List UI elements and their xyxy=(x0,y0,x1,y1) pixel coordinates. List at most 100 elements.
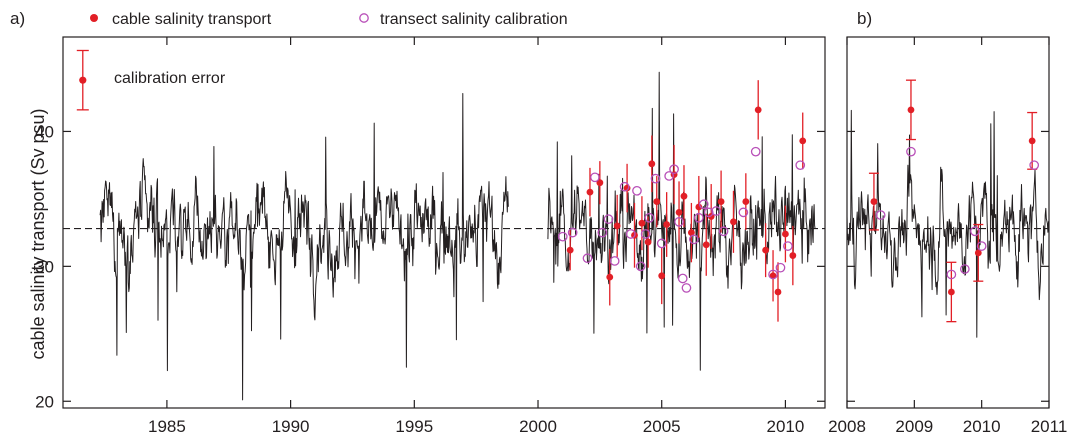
transect-point xyxy=(768,269,778,280)
x-tick-label: 2008 xyxy=(828,417,866,436)
legend-cable-marker xyxy=(90,14,98,22)
transect-point xyxy=(656,238,667,249)
cable-point xyxy=(774,288,782,296)
transect-point xyxy=(775,262,786,273)
transect-point xyxy=(959,264,970,274)
panel-a-frame xyxy=(62,36,826,409)
cable-point xyxy=(974,249,982,257)
transect-point xyxy=(976,241,987,251)
cable-point xyxy=(789,252,797,259)
cable-point xyxy=(648,160,656,168)
cable-point xyxy=(663,221,671,228)
x-tick-label: 2010 xyxy=(963,417,1001,436)
cable-point xyxy=(717,198,725,205)
cable-point xyxy=(566,246,574,254)
transect-point xyxy=(640,229,651,239)
cable-point xyxy=(675,208,683,216)
transect-point xyxy=(698,199,709,210)
transect-point xyxy=(609,256,620,266)
transect-point xyxy=(875,210,886,220)
cable-point xyxy=(613,222,621,230)
transect-point xyxy=(582,253,593,264)
x-tick-label: 1995 xyxy=(395,417,433,436)
cable-point xyxy=(606,273,614,281)
transect-point xyxy=(557,231,568,242)
cable-point xyxy=(596,179,604,187)
transect-point xyxy=(703,207,714,218)
x-tick-label: 1985 xyxy=(148,417,186,436)
panel-b-series-line xyxy=(846,109,1049,338)
transect-point xyxy=(669,164,679,175)
transect-point xyxy=(970,226,980,237)
transect-point xyxy=(650,173,661,184)
panel-label-a: a) xyxy=(10,9,25,28)
transect-point xyxy=(1029,160,1040,171)
transect-point xyxy=(946,269,957,280)
series-line-segment xyxy=(99,93,509,401)
legend-cable-label: cable salinity transport xyxy=(112,11,272,28)
calibration-error-example xyxy=(76,49,89,111)
cable-point xyxy=(586,188,594,196)
cable-point xyxy=(680,192,688,200)
transect-point xyxy=(693,212,704,223)
panel-label-b: b) xyxy=(857,9,872,28)
cable-point xyxy=(799,137,807,145)
transect-point xyxy=(783,241,793,251)
transect-point xyxy=(906,146,916,157)
legend-transect-label: transect salinity calibration xyxy=(380,11,568,28)
cable-point xyxy=(688,229,695,237)
x-tick-label: 1990 xyxy=(272,417,310,436)
transect-point xyxy=(795,160,806,171)
transect-point xyxy=(590,172,600,183)
y-axis-title: cable salinity transport (Sv psu) xyxy=(28,108,48,359)
transect-point xyxy=(632,185,642,196)
cable-point xyxy=(695,203,703,211)
cable-point xyxy=(907,106,915,114)
cable-point xyxy=(769,272,777,280)
x-tick-label: 2009 xyxy=(895,417,933,436)
transect-point xyxy=(619,181,630,192)
panel-a: calibration error 20 30 40 1985 1990 1995 200… xyxy=(35,36,826,436)
x-tick-label: 2000 xyxy=(519,417,557,436)
transect-point xyxy=(738,207,749,218)
calibration-error-label: calibration error xyxy=(114,70,226,87)
y-tick-label: 20 xyxy=(35,392,54,411)
cable-point xyxy=(653,198,661,205)
cable-point xyxy=(1028,137,1036,145)
transect-point xyxy=(674,216,684,227)
x-tick-label: 2011 xyxy=(1031,417,1067,436)
cable-point xyxy=(754,106,762,114)
cable-point xyxy=(730,218,737,226)
transect-point xyxy=(603,214,614,224)
series-line-segment xyxy=(547,71,816,371)
cable-point xyxy=(782,230,789,238)
transect-point xyxy=(677,273,688,284)
cable-point xyxy=(762,246,770,254)
transect-point xyxy=(689,234,699,245)
transect-point xyxy=(597,227,608,238)
cable-point xyxy=(870,198,878,205)
x-tick-label: 2010 xyxy=(767,417,805,436)
cable-point xyxy=(658,272,666,280)
cable-point xyxy=(638,219,646,227)
y-tick-label: 40 xyxy=(35,122,54,141)
calibration-error-point xyxy=(79,76,87,84)
x-tick-label: 2005 xyxy=(643,417,681,436)
series-line-segment xyxy=(846,109,1049,338)
transect-point xyxy=(644,212,655,223)
transect-point xyxy=(750,146,761,157)
cable-point xyxy=(702,241,710,249)
panel-a-series-line xyxy=(99,71,816,401)
transect-point xyxy=(664,171,674,181)
transect-point xyxy=(635,261,646,272)
y-tick-label: 30 xyxy=(35,257,54,276)
transect-point xyxy=(711,206,721,216)
cable-point xyxy=(644,238,652,246)
transect-point xyxy=(625,229,636,239)
cable-point xyxy=(947,288,955,296)
legend: cable salinity transport transect salini… xyxy=(90,11,568,28)
panel-b: 2008 2009 2010 2011 xyxy=(828,36,1067,436)
cable-point xyxy=(742,198,750,205)
legend-transect-marker xyxy=(359,13,369,23)
